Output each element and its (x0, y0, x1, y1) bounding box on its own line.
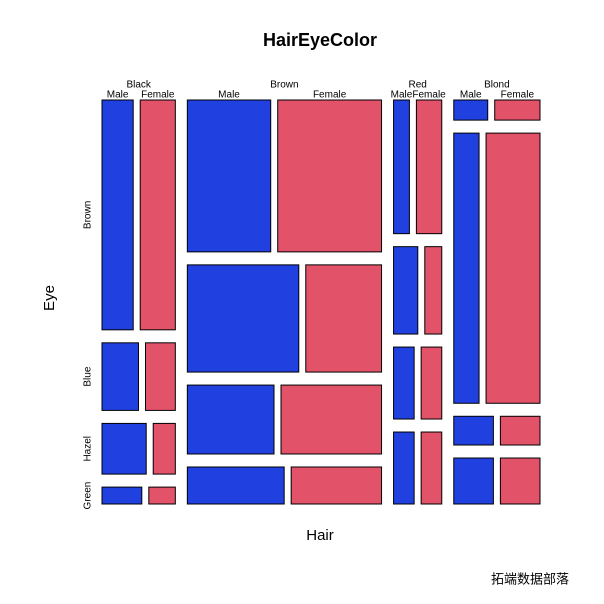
mosaic-cell (499, 415, 541, 446)
sex-label: Male (218, 90, 240, 101)
mosaic-cell (393, 346, 415, 420)
hair-label: Red (408, 80, 426, 91)
mosaic-cell (152, 422, 176, 475)
hair-label: Brown (270, 80, 298, 91)
eye-label: Green (83, 482, 94, 510)
sex-label: Male (107, 90, 129, 101)
hair-label: Blond (484, 80, 510, 91)
eye-label: Hazel (83, 436, 94, 462)
mosaic-cell (277, 99, 383, 253)
mosaic-cell (148, 486, 176, 505)
watermark: 拓端数据部落 (491, 571, 569, 586)
mosaic-cell (453, 415, 494, 446)
mosaic-cell (393, 246, 419, 335)
sex-label: Female (501, 90, 535, 101)
sex-label: Female (313, 90, 347, 101)
mosaic-cell (420, 346, 443, 420)
mosaic-cell (494, 99, 541, 121)
mosaic-cell (101, 99, 134, 331)
mosaic-cell (186, 384, 275, 455)
mosaic-cell (186, 99, 272, 253)
y-axis-label: Eye (41, 285, 58, 311)
mosaic-cell (499, 457, 541, 505)
hair-label: Black (126, 80, 151, 91)
chart-title: HairEyeColor (263, 30, 377, 50)
mosaic-cell (453, 99, 489, 121)
sex-label: Male (391, 90, 413, 101)
mosaic-cell (485, 132, 541, 404)
mosaic-cell (290, 466, 383, 505)
mosaic-cell (453, 132, 480, 404)
mosaic-cell (101, 422, 147, 475)
mosaic-cell (420, 431, 443, 505)
mosaic-cell (453, 457, 494, 505)
eye-label: Blue (83, 366, 94, 386)
mosaic-cell (280, 384, 383, 455)
mosaic-cell (393, 99, 410, 235)
mosaic-cell (101, 486, 143, 505)
mosaic-cell (415, 99, 443, 235)
mosaic-cell (101, 342, 139, 411)
mosaic-cell (186, 264, 300, 373)
mosaic-cell (424, 246, 443, 335)
mosaic-cell (305, 264, 383, 373)
mosaic-cell (144, 342, 176, 411)
mosaic-cell (139, 99, 176, 331)
mosaic-cell (393, 431, 415, 505)
mosaic-cell (186, 466, 285, 505)
sex-label: Female (141, 90, 175, 101)
x-axis-label: Hair (306, 527, 334, 544)
eye-label: Brown (83, 201, 94, 229)
sex-label: Male (460, 90, 482, 101)
sex-label: Female (412, 90, 446, 101)
